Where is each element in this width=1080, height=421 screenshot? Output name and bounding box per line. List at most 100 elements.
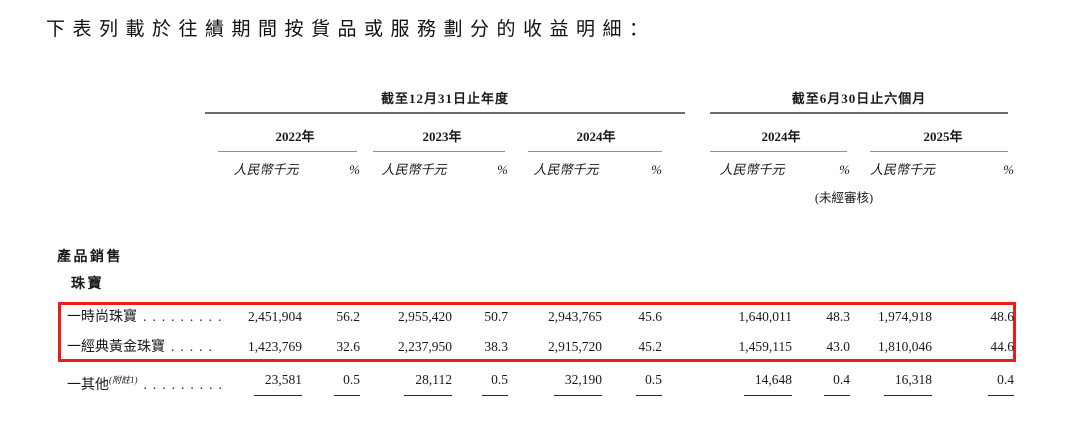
- cell-value-text: 14,648: [744, 370, 792, 396]
- column-gap: [662, 160, 712, 180]
- cell-value: 1,810,046: [878, 339, 932, 354]
- year-header-2022: 2022年: [275, 129, 315, 144]
- column-gap: [662, 337, 712, 358]
- unit-label: 人民幣千元: [381, 162, 447, 177]
- cell-value: 2,915,720: [548, 339, 602, 354]
- year-underline-2024-annual: [528, 151, 662, 152]
- cell-percent: 0.4: [792, 370, 850, 396]
- unit-label: 人民幣千元: [719, 162, 785, 177]
- column-gap: [360, 160, 376, 180]
- cell-percent: 0.5: [452, 370, 508, 396]
- group-underline-interim: [710, 112, 1008, 114]
- column-gap: [508, 307, 530, 328]
- column-gap: [850, 370, 870, 396]
- year-header-2024-interim: 2024年: [761, 129, 801, 144]
- leader-dots: .........: [143, 377, 228, 392]
- column-gap: [508, 337, 530, 358]
- column-gap: [360, 307, 376, 328]
- cell-percent: 0.5: [602, 370, 662, 396]
- cell-percent-text: 0.4: [988, 370, 1014, 396]
- row-label: 一經典黃金珠寶.....: [57, 337, 230, 358]
- percent-label: %: [497, 162, 508, 177]
- cell-value: 2,943,765: [548, 309, 602, 324]
- cell-percent-text: 0.5: [636, 370, 662, 396]
- cell-percent: 48.6: [990, 309, 1014, 324]
- percent-label: %: [1003, 162, 1014, 177]
- column-gap: [850, 337, 870, 358]
- row-label-text: 一經典黃金珠寶: [67, 340, 165, 355]
- cell-value: 2,237,950: [398, 339, 452, 354]
- cell-percent: 45.2: [638, 339, 662, 354]
- column-gap: [662, 370, 712, 396]
- cell-value: 2,955,420: [398, 309, 452, 324]
- cell-value: 1,640,011: [738, 309, 793, 324]
- row-label-text: 一其他: [67, 378, 109, 393]
- cell-percent-text: 0.5: [334, 370, 360, 396]
- cell-percent: 50.7: [484, 309, 508, 324]
- percent-label: %: [839, 162, 850, 177]
- cell-value-text: 28,112: [404, 370, 452, 396]
- table-row-others: 一其他(附註1)......... 23,581 0.5 28,112 0.5 …: [57, 370, 1014, 396]
- highlight-box: [58, 302, 1016, 362]
- cell-percent: 44.6: [990, 339, 1014, 354]
- col-group-interim-header: 截至6月30日止六個月: [791, 91, 927, 106]
- cell-percent: 48.3: [826, 309, 850, 324]
- cell-percent: 38.3: [484, 339, 508, 354]
- percent-label: %: [651, 162, 662, 177]
- column-gap: [508, 160, 530, 180]
- leader-dots: .....: [171, 339, 218, 354]
- cell-percent: 45.6: [638, 309, 662, 324]
- subsection-label: 珠寶: [71, 277, 104, 292]
- cell-value: 14,648: [712, 370, 792, 396]
- column-gap: [360, 370, 376, 396]
- column-gap: [850, 160, 870, 180]
- group-underline-annual: [205, 112, 685, 114]
- cell-value-text: 23,581: [254, 370, 302, 396]
- cell-percent: 0.5: [302, 370, 360, 396]
- cell-percent: 43.0: [826, 339, 850, 354]
- cell-value: 32,190: [530, 370, 602, 396]
- row-label: 一時尚珠寶.........: [57, 307, 230, 328]
- row-label: 一其他(附註1).........: [57, 370, 230, 396]
- cell-percent-text: 0.4: [824, 370, 850, 396]
- unit-label: 人民幣千元: [233, 162, 299, 177]
- year-underline-2022: [218, 151, 357, 152]
- page-title: 下表列載於往績期間按貨品或服務劃分的收益明細：: [46, 19, 656, 40]
- column-gap: [508, 370, 530, 396]
- footnote-ref: (附註1): [109, 375, 138, 385]
- column-gap: [57, 160, 230, 180]
- cell-value: 1,459,115: [738, 339, 793, 354]
- section-label: 產品銷售: [57, 250, 123, 265]
- col-group-annual-header: 截至12月31日止年度: [380, 91, 509, 106]
- year-underline-2025: [870, 151, 1008, 152]
- unit-label: 人民幣千元: [533, 162, 599, 177]
- percent-label: %: [349, 162, 360, 177]
- cell-value: 28,112: [376, 370, 452, 396]
- cell-value: 1,423,769: [248, 339, 302, 354]
- unit-label: 人民幣千元: [870, 162, 936, 177]
- table-row-classic-gold-jewelry: 一經典黃金珠寶..... 1,423,769 32.6 2,237,950 38…: [57, 337, 1014, 358]
- unit-header-row: 人民幣千元 % 人民幣千元 % 人民幣千元 % 人民幣千元 % 人民幣千元 %: [57, 160, 1014, 180]
- cell-percent-text: 0.5: [482, 370, 508, 396]
- cell-percent: 56.2: [336, 309, 360, 324]
- year-header-2025: 2025年: [923, 129, 963, 144]
- row-label-text: 一時尚珠寶: [67, 310, 137, 325]
- leader-dots: .........: [143, 309, 228, 324]
- column-gap: [662, 307, 712, 328]
- cell-value: 16,318: [870, 370, 932, 396]
- year-header-2023: 2023年: [422, 129, 462, 144]
- column-gap: [360, 337, 376, 358]
- cell-value-text: 16,318: [884, 370, 932, 396]
- cell-value: 2,451,904: [248, 309, 302, 324]
- cell-value-text: 32,190: [554, 370, 602, 396]
- year-header-2024-annual: 2024年: [576, 129, 616, 144]
- unaudited-note: (未經審核): [814, 191, 874, 205]
- year-underline-2023: [373, 151, 505, 152]
- cell-value: 1,974,918: [878, 309, 932, 324]
- year-underline-2024-interim: [710, 151, 847, 152]
- cell-percent: 32.6: [336, 339, 360, 354]
- column-gap: [850, 307, 870, 328]
- cell-value: 23,581: [230, 370, 302, 396]
- table-row-fashion-jewelry: 一時尚珠寶......... 2,451,904 56.2 2,955,420 …: [57, 307, 1014, 328]
